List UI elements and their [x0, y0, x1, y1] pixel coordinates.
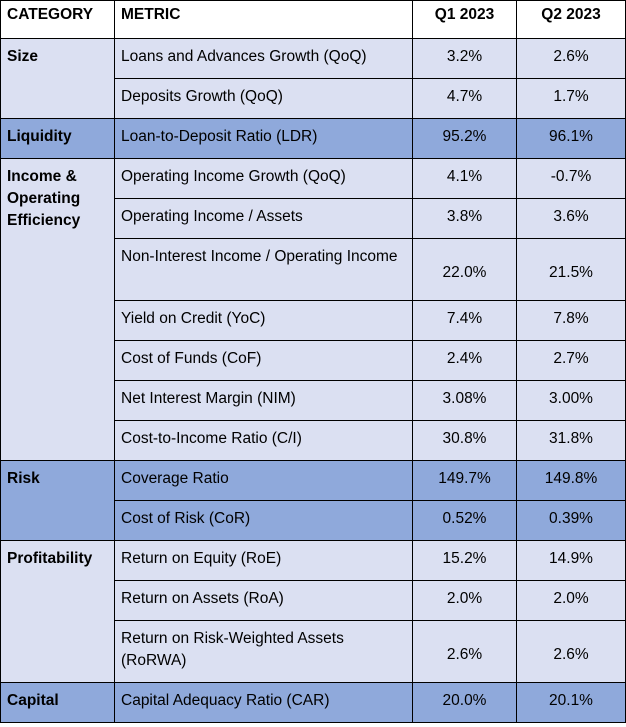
table-row: Operating Income / Assets 3.8% 3.6% — [1, 198, 626, 239]
header-q2: Q2 2023 — [516, 0, 626, 39]
table-row: Non-Interest Income / Operating Income 2… — [1, 238, 626, 301]
q2-cell: 149.8% — [516, 460, 626, 501]
metric-cell: Operating Income / Assets — [114, 198, 413, 239]
metric-cell: Coverage Ratio — [114, 460, 413, 501]
q2-cell: 2.0% — [516, 580, 626, 621]
q1-cell: 3.2% — [412, 38, 517, 79]
table-row: Yield on Credit (YoC) 7.4% 7.8% — [1, 300, 626, 341]
table-row: Liquidity Loan-to-Deposit Ratio (LDR) 95… — [0, 118, 626, 159]
category-cell: Liquidity — [0, 118, 115, 159]
category-cell: Size — [0, 38, 115, 119]
table-row: Capital Capital Adequacy Ratio (CAR) 20.… — [0, 682, 626, 723]
q1-cell: 3.08% — [412, 380, 517, 421]
metric-cell: Cost-to-Income Ratio (C/I) — [114, 420, 413, 461]
metric-cell: Return on Equity (RoE) — [114, 540, 413, 581]
metric-cell: Capital Adequacy Ratio (CAR) — [114, 682, 413, 723]
category-cell: Profitability — [0, 540, 115, 683]
q1-cell: 0.52% — [412, 500, 517, 541]
q2-cell: 3.00% — [516, 380, 626, 421]
table-row: Cost of Risk (CoR) 0.52% 0.39% — [1, 500, 626, 541]
q1-cell: 149.7% — [412, 460, 517, 501]
table-row: Income & Operating Efficiency Operating … — [0, 158, 626, 461]
metric-cell: Yield on Credit (YoC) — [114, 300, 413, 341]
metric-cell: Deposits Growth (QoQ) — [114, 78, 413, 119]
metric-cell: Cost of Funds (CoF) — [114, 340, 413, 381]
header-category: CATEGORY — [0, 0, 115, 39]
q1-cell: 2.4% — [412, 340, 517, 381]
table-row: Profitability Return on Equity (RoE) 15.… — [0, 540, 626, 683]
category-cell: Income & Operating Efficiency — [0, 158, 115, 461]
metric-cell: Loan-to-Deposit Ratio (LDR) — [114, 118, 413, 159]
q2-cell: 20.1% — [516, 682, 626, 723]
q2-cell: 96.1% — [516, 118, 626, 159]
table-row: Return on Assets (RoA) 2.0% 2.0% — [1, 580, 626, 621]
q1-cell: 22.0% — [412, 238, 517, 301]
q1-cell: 4.7% — [412, 78, 517, 119]
category-cell: Capital — [0, 682, 115, 723]
q2-cell: 0.39% — [516, 500, 626, 541]
q2-cell: 1.7% — [516, 78, 626, 119]
metric-cell: Return on Assets (RoA) — [114, 580, 413, 621]
metric-cell: Non-Interest Income / Operating Income — [114, 238, 413, 301]
q2-cell: -0.7% — [516, 158, 626, 199]
header-row: CATEGORY METRIC Q1 2023 Q2 2023 — [0, 0, 626, 39]
metric-cell: Operating Income Growth (QoQ) — [114, 158, 413, 199]
metric-cell: Net Interest Margin (NIM) — [114, 380, 413, 421]
metric-cell: Return on Risk-Weighted Assets (RoRWA) — [114, 620, 413, 683]
table-row: Return on Risk-Weighted Assets (RoRWA) 2… — [1, 620, 626, 683]
table-row: Size Loans and Advances Growth (QoQ) 3.2… — [0, 38, 626, 119]
q2-cell: 2.6% — [516, 38, 626, 79]
category-cell: Risk — [0, 460, 115, 541]
table-row: Cost of Funds (CoF) 2.4% 2.7% — [1, 340, 626, 381]
q1-cell: 2.6% — [412, 620, 517, 683]
q1-cell: 30.8% — [412, 420, 517, 461]
q1-cell: 7.4% — [412, 300, 517, 341]
header-metric: METRIC — [114, 0, 413, 39]
table-row: Risk Coverage Ratio 149.7% 149.8% — [0, 460, 626, 541]
q1-cell: 15.2% — [412, 540, 517, 581]
metric-cell: Loans and Advances Growth (QoQ) — [114, 38, 413, 79]
table-row: Cost-to-Income Ratio (C/I) 30.8% 31.8% — [1, 420, 626, 461]
table-row: Deposits Growth (QoQ) 4.7% 1.7% — [1, 78, 626, 119]
q2-cell: 14.9% — [516, 540, 626, 581]
header-q1: Q1 2023 — [412, 0, 517, 39]
q2-cell: 2.6% — [516, 620, 626, 683]
q1-cell: 2.0% — [412, 580, 517, 621]
q2-cell: 2.7% — [516, 340, 626, 381]
q1-cell: 3.8% — [412, 198, 517, 239]
q2-cell: 21.5% — [516, 238, 626, 301]
q2-cell: 3.6% — [516, 198, 626, 239]
q2-cell: 7.8% — [516, 300, 626, 341]
q1-cell: 20.0% — [412, 682, 517, 723]
metric-cell: Cost of Risk (CoR) — [114, 500, 413, 541]
q1-cell: 95.2% — [412, 118, 517, 159]
table-row: Net Interest Margin (NIM) 3.08% 3.00% — [1, 380, 626, 421]
q2-cell: 31.8% — [516, 420, 626, 461]
q1-cell: 4.1% — [412, 158, 517, 199]
